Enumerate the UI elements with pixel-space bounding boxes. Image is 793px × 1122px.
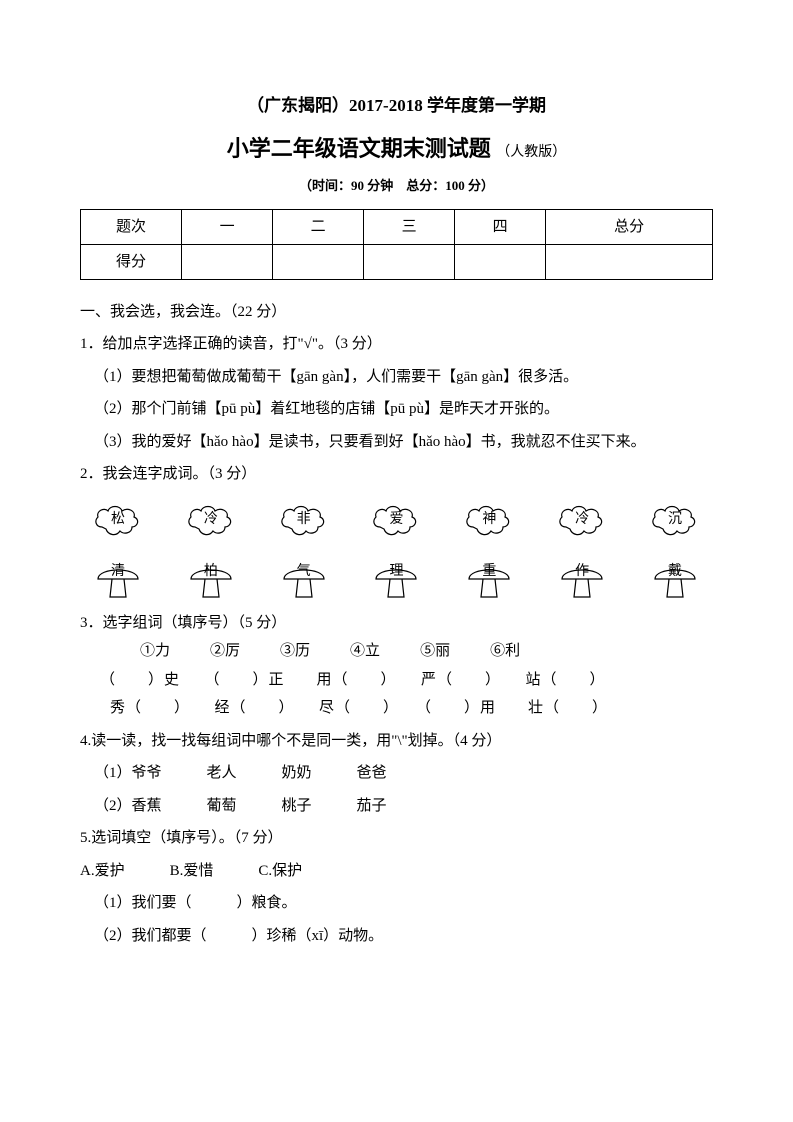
opt-5: ⑤丽 [420, 637, 450, 666]
mushroom-icon: 作 [554, 553, 610, 601]
opt-3: ③历 [280, 637, 310, 666]
cloud-char: 神 [482, 507, 496, 534]
q1-i2: （2）那个门前铺【pū pù】着红地毯的店铺【pū pù】是昨天才开张的。 [80, 395, 713, 424]
mush-char: 气 [297, 559, 311, 586]
cloud-char: 沉 [668, 507, 682, 534]
header-line-2: 小学二年级语文期末测试题 （人教版） [80, 128, 713, 170]
cloud-icon: 神 [461, 497, 517, 545]
mushroom-icon: 理 [368, 553, 424, 601]
td-4 [455, 244, 546, 279]
mush-char: 重 [482, 559, 496, 586]
cloud-char: 松 [111, 507, 125, 534]
cloud-icon: 松 [90, 497, 146, 545]
mushroom-icon: 清 [90, 553, 146, 601]
q1-stem: 1．给加点字选择正确的读音，打"√"。（3 分） [80, 330, 713, 359]
mush-char: 理 [389, 559, 403, 586]
q3-line2: 秀（ ） 经（ ） 尽（ ） （ ）用 壮（ ） [80, 694, 713, 723]
th-3: 三 [364, 209, 455, 244]
q4-i1: （1）爷爷 老人 奶奶 爸爸 [80, 759, 713, 788]
mushroom-icon: 戴 [647, 553, 703, 601]
opt-2: ②厉 [210, 637, 240, 666]
cloud-icon: 冷 [554, 497, 610, 545]
mush-char: 戴 [668, 559, 682, 586]
td-total [546, 244, 713, 279]
th-1: 一 [182, 209, 273, 244]
exam-page: （广东揭阳）2017-2018 学年度第一学期 小学二年级语文期末测试题 （人教… [0, 0, 793, 1122]
mush-char: 作 [575, 559, 589, 586]
cloud-char: 非 [297, 507, 311, 534]
q1-i3: （3）我的爱好【hǎo hào】是读书，只要看到好【hǎo hào】书，我就忍不… [80, 428, 713, 457]
th-total: 总分 [546, 209, 713, 244]
td-label: 得分 [81, 244, 182, 279]
th-label: 题次 [81, 209, 182, 244]
table-row: 题次 一 二 三 四 总分 [81, 209, 713, 244]
cloud-row-2: 清 柏 气 理 重 作 戴 [80, 553, 713, 601]
q3-line1: （ ）史 （ ）正 用（ ） 严（ ） 站（ ） [80, 666, 713, 695]
opt-4: ④立 [350, 637, 380, 666]
mush-char: 清 [111, 559, 125, 586]
section-1-title: 一、我会选，我会连。（22 分） [80, 298, 713, 327]
cloud-char: 冷 [204, 507, 218, 534]
title-edition: （人教版） [496, 145, 566, 160]
cloud-char: 冷 [575, 507, 589, 534]
th-2: 二 [273, 209, 364, 244]
mush-char: 柏 [204, 559, 218, 586]
q5-i1: （1）我们要（ ）粮食。 [80, 889, 713, 918]
cloud-icon: 冷 [183, 497, 239, 545]
mushroom-icon: 柏 [183, 553, 239, 601]
mushroom-icon: 重 [461, 553, 517, 601]
q5-opts: A.爱护 B.爱惜 C.保护 [80, 857, 713, 886]
td-1 [182, 244, 273, 279]
q4-i2: （2）香蕉 葡萄 桃子 茄子 [80, 792, 713, 821]
header-line-3: （时间：90 分钟 总分：100 分） [80, 174, 713, 199]
header-line-1: （广东揭阳）2017-2018 学年度第一学期 [80, 90, 713, 122]
cloud-icon: 非 [276, 497, 332, 545]
cloud-icon: 沉 [647, 497, 703, 545]
table-row: 得分 [81, 244, 713, 279]
cloud-icon: 爱 [368, 497, 424, 545]
q4-stem: 4.读一读，找一找每组词中哪个不是同一类，用"\"划掉。（4 分） [80, 727, 713, 756]
title-main: 小学二年级语文期末测试题 [227, 136, 491, 161]
td-2 [273, 244, 364, 279]
mushroom-icon: 气 [276, 553, 332, 601]
score-table: 题次 一 二 三 四 总分 得分 [80, 209, 713, 280]
q1-i1: （1）要想把葡萄做成葡萄干【gān gàn】，人们需要干【gān gàn】很多活… [80, 363, 713, 392]
q5-stem: 5.选词填空（填序号）。（7 分） [80, 824, 713, 853]
cloud-row-1: 松 冷 非 爱 神 冷 沉 [80, 497, 713, 545]
q3-options: ①力 ②厉 ③历 ④立 ⑤丽 ⑥利 [80, 637, 713, 666]
cloud-char: 爱 [389, 507, 403, 534]
td-3 [364, 244, 455, 279]
q2-stem: 2．我会连字成词。（3 分） [80, 460, 713, 489]
opt-1: ①力 [140, 637, 170, 666]
opt-6: ⑥利 [490, 637, 520, 666]
th-4: 四 [455, 209, 546, 244]
q3-stem: 3．选字组词（填序号）（5 分） [80, 609, 713, 638]
q5-i2: （2）我们都要（ ）珍稀（xī）动物。 [80, 922, 713, 951]
